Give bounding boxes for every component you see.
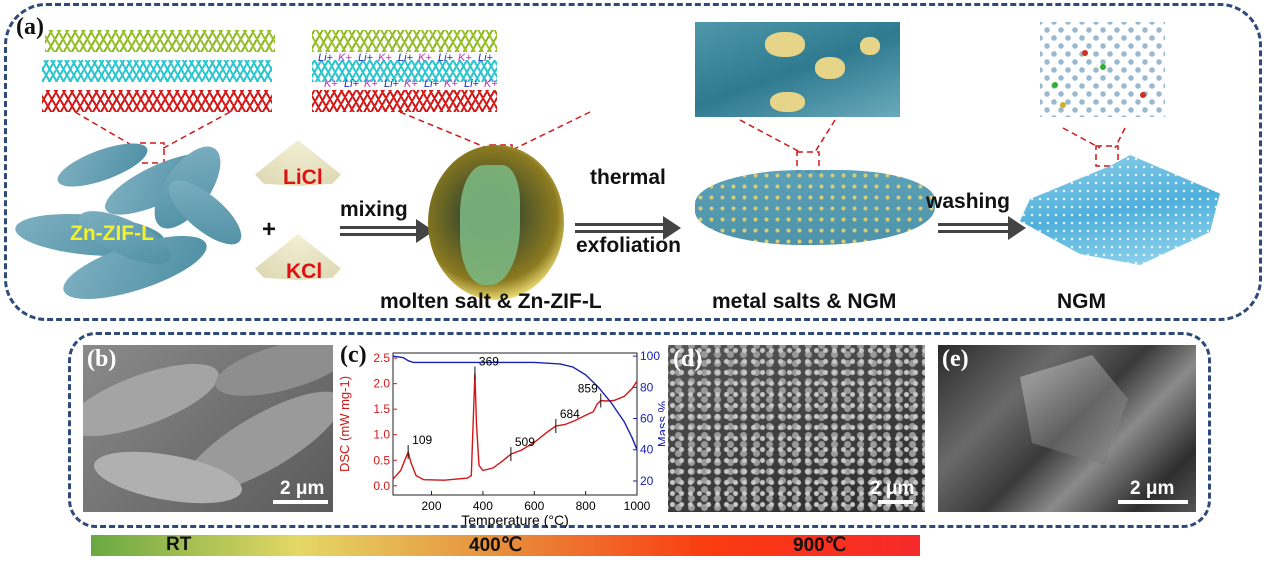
ngm-label: NGM — [1057, 290, 1106, 313]
ion-label: Li+ — [464, 78, 479, 90]
plus-sign: + — [262, 216, 277, 243]
peak-label: 509 — [515, 435, 535, 449]
mass-curve — [392, 355, 638, 450]
zif-in-melt — [460, 165, 520, 285]
ion-label: K+ — [458, 52, 472, 64]
y-left-tick-label: 2.5 — [373, 351, 390, 365]
thermal-label: thermal — [590, 166, 666, 189]
ion-label: K+ — [404, 78, 418, 90]
peak-label: 369 — [479, 354, 499, 368]
panel-a-frame — [4, 3, 1262, 321]
dsc-curve — [392, 373, 638, 481]
panel-c-label: (c) — [340, 342, 367, 368]
zif-layer-red — [312, 90, 497, 112]
zif-layer-red — [42, 90, 272, 112]
panel-a-label: (a) — [16, 14, 44, 40]
y-left-tick-label: 0.5 — [373, 453, 390, 467]
temp-label-400: 400℃ — [469, 535, 523, 556]
y-left-tick-label: 0.0 — [373, 479, 390, 493]
ion-label: K+ — [364, 78, 378, 90]
exfoliation-arrow — [575, 216, 681, 240]
y-left-axis-label: DSC (mW mg-1) — [337, 376, 352, 472]
scale-bar-label: 2 μm — [870, 478, 915, 499]
ion-label: K+ — [444, 78, 458, 90]
metal-salts-label: metal salts & NGM — [712, 290, 897, 313]
ion-label: K+ — [418, 52, 432, 64]
zif-layer-cyan — [42, 60, 272, 82]
ngm-with-salts — [695, 170, 935, 245]
peak-label: 859 — [578, 382, 598, 396]
x-tick-label: 400 — [473, 499, 493, 513]
sem-image-zn-zif-l — [83, 345, 333, 512]
panel-e-label: (e) — [942, 346, 969, 372]
temp-label-900: 900℃ — [793, 535, 847, 556]
temp-label-rt: RT — [166, 534, 192, 555]
washing-label: washing — [926, 190, 1011, 213]
x-tick-label: 200 — [422, 499, 442, 513]
peak-label: 109 — [412, 433, 432, 447]
x-axis-label: Temperature (°C) — [461, 512, 569, 528]
y-right-tick-label: 100 — [640, 349, 660, 363]
ion-label: Li+ — [318, 52, 333, 64]
scale-bar-label: 2 μm — [280, 478, 325, 499]
metal-salts-closeup — [695, 22, 900, 117]
ion-label: Li+ — [478, 52, 493, 64]
mixing-label: mixing — [340, 198, 408, 221]
y-right-tick-label: 40 — [640, 443, 654, 457]
dsc-tga-chart: 200 400 600 800 1000 0.0 0.5 1.0 1.5 2.0 2.5 20 40 60… — [337, 349, 665, 528]
ion-label: K+ — [338, 52, 352, 64]
mixing-arrow — [340, 219, 434, 243]
y-left-tick-label: 1.5 — [373, 402, 390, 416]
zif-layer-green — [45, 30, 275, 52]
washing-arrow — [938, 216, 1026, 240]
scale-bar-label: 2 μm — [1130, 478, 1175, 499]
sem-image-ngm — [938, 345, 1196, 512]
zn-zif-l-label: Zn-ZIF-L — [70, 222, 154, 245]
panel-d-label: (d) — [673, 346, 703, 372]
kcl-label: KCl — [286, 260, 323, 283]
y-right-tick-label: 20 — [640, 474, 654, 488]
scale-bar — [273, 500, 328, 504]
scale-bar — [1118, 500, 1188, 504]
ion-label: Li+ — [438, 52, 453, 64]
ion-label: Li+ — [424, 78, 439, 90]
x-tick-label: 800 — [576, 499, 596, 513]
x-tick-label: 600 — [524, 499, 544, 513]
zif-layer-cyan — [312, 60, 497, 82]
ion-label: Li+ — [358, 52, 373, 64]
plot-frame — [392, 352, 638, 496]
ion-label: K+ — [378, 52, 392, 64]
zif-layer-green — [312, 30, 497, 52]
y-right-tick-label: 60 — [640, 412, 654, 426]
panels-bcde-frame — [68, 332, 1211, 528]
y-right-tick-label: 80 — [640, 380, 654, 394]
temperature-gradient-bar — [91, 535, 920, 556]
ion-label: K+ — [484, 78, 498, 90]
y-right-axis-label: Mass % — [655, 400, 665, 447]
exfoliation-label: exfoliation — [576, 234, 682, 257]
ion-label: Li+ — [398, 52, 413, 64]
panel-b-label: (b) — [87, 346, 117, 372]
sem-image-metal-salts-ngm — [668, 345, 925, 512]
y-left-tick-label: 2.0 — [373, 377, 390, 391]
ion-label: Li+ — [384, 78, 399, 90]
x-tick-label: 1000 — [624, 499, 651, 513]
molten-salt-label: molten salt & Zn-ZIF-L — [380, 290, 602, 313]
peak-label: 684 — [560, 407, 580, 421]
ion-label: K+ — [324, 78, 338, 90]
y-left-tick-label: 1.0 — [373, 428, 390, 442]
graphene-lattice — [1040, 22, 1165, 117]
scale-bar — [878, 500, 913, 504]
licl-label: LiCl — [283, 166, 323, 189]
ion-label: Li+ — [344, 78, 359, 90]
